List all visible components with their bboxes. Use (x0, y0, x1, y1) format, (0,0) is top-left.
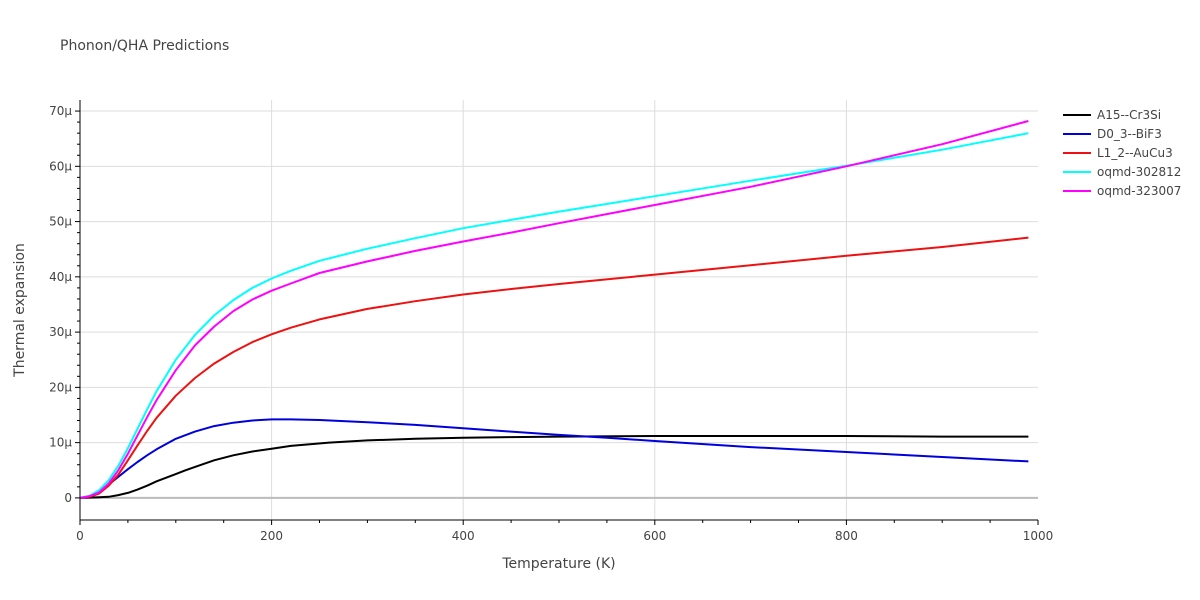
axes (75, 100, 1039, 525)
y-tick-label-5: 50μ (49, 215, 72, 229)
y-axis-title: Thermal expansion (12, 243, 28, 378)
legend-label-A15--Cr3Si: A15--Cr3Si (1097, 108, 1161, 122)
x-tick-label-2: 400 (452, 529, 475, 543)
x-tick-label-5: 1000 (1023, 529, 1054, 543)
grid (80, 100, 1038, 520)
series-line-oqmd-302812 (79, 132, 1029, 499)
x-axis-title: Temperature (K) (501, 556, 615, 572)
x-tick-label-3: 600 (643, 529, 666, 543)
y-tick-label-0: 0 (64, 491, 72, 505)
y-tick-label-2: 20μ (49, 380, 72, 394)
chart-title: Phonon/QHA Predictions (60, 38, 229, 54)
legend-item-oqmd-323007[interactable]: oqmd-323007 (1063, 184, 1181, 198)
legend-label-oqmd-323007: oqmd-323007 (1097, 184, 1181, 198)
legend-label-oqmd-302812: oqmd-302812 (1097, 165, 1181, 179)
x-tick-label-0: 0 (76, 529, 84, 543)
legend[interactable]: A15--Cr3Si D0_3--BiF3 L1_2--AuCu3 oqmd-3028… (1063, 108, 1181, 198)
legend-item-oqmd-302812[interactable]: oqmd-302812 (1063, 165, 1181, 179)
series-group (79, 120, 1029, 499)
tick-labels: 0 200 400 600 800 1000 0 10μ 20μ 30μ 40μ 50μ 60μ 70μ (49, 104, 1053, 543)
y-tick-label-7: 70μ (49, 104, 72, 118)
x-tick-label-1: 200 (260, 529, 283, 543)
series-line-L1_2--AuCu3 (79, 236, 1029, 499)
y-tick-label-6: 60μ (49, 159, 72, 173)
series-line-D0_3--BiF3 (79, 418, 1029, 499)
legend-label-L1_2--AuCu3: L1_2--AuCu3 (1097, 146, 1173, 160)
x-tick-label-4: 800 (835, 529, 858, 543)
y-tick-label-4: 40μ (49, 270, 72, 284)
series-line-oqmd-323007 (79, 120, 1029, 499)
y-tick-label-1: 10μ (49, 436, 72, 450)
series-line-A15--Cr3Si (79, 435, 1029, 499)
legend-label-D0_3--BiF3: D0_3--BiF3 (1097, 127, 1162, 141)
legend-item-L1_2--AuCu3[interactable]: L1_2--AuCu3 (1063, 146, 1173, 160)
legend-item-A15--Cr3Si[interactable]: A15--Cr3Si (1063, 108, 1161, 122)
y-tick-label-3: 30μ (49, 325, 72, 339)
legend-item-D0_3--BiF3[interactable]: D0_3--BiF3 (1063, 127, 1162, 141)
